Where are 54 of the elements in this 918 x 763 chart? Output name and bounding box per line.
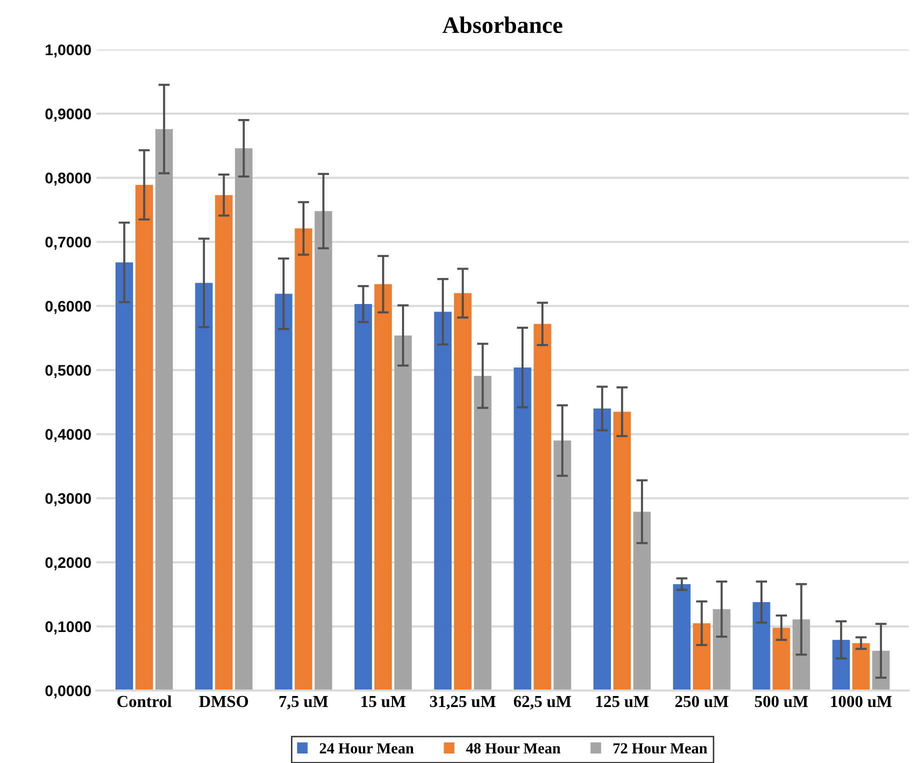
bar — [454, 293, 472, 691]
bar — [752, 602, 770, 691]
bar — [613, 412, 631, 691]
bar — [195, 282, 213, 691]
chart-title: Absorbance — [442, 16, 562, 34]
y-tick-label: 0,4000 — [45, 429, 91, 442]
y-tick-label: 0,0000 — [45, 685, 91, 698]
x-tick-label: 250 uM — [675, 696, 728, 708]
y-tick-label: 0,2000 — [45, 557, 91, 570]
bar — [155, 129, 173, 691]
bar — [692, 623, 710, 691]
bar — [434, 312, 452, 691]
y-tick-label: 0,3000 — [45, 493, 91, 506]
bar — [832, 640, 850, 691]
legend-label: 24 Hour Mean — [320, 743, 414, 754]
bar — [712, 609, 730, 691]
bar — [135, 184, 153, 691]
y-tick-label: 0,5000 — [45, 364, 91, 378]
bar — [116, 262, 134, 691]
bar — [792, 619, 810, 691]
x-tick-label: 125 uM — [596, 696, 649, 708]
legend-label: 72 Hour Mean — [614, 743, 708, 754]
x-tick-label: DMSO — [199, 696, 248, 708]
bar — [593, 408, 611, 691]
x-tick-label: Control — [117, 695, 172, 708]
bar — [274, 294, 292, 691]
bar — [215, 195, 233, 691]
bar — [474, 376, 492, 691]
bar — [354, 304, 372, 691]
x-tick-label: 500 uM — [754, 696, 808, 708]
y-tick-label: 0,1000 — [45, 621, 91, 634]
bar — [394, 335, 412, 691]
bar — [374, 284, 392, 691]
bar — [234, 148, 253, 691]
bar — [673, 584, 691, 691]
bar — [294, 228, 312, 691]
y-tick-label: 1,0000 — [46, 44, 91, 58]
bar — [314, 211, 332, 691]
bar — [772, 628, 790, 691]
y-tick-label: 0,9000 — [45, 108, 91, 122]
x-tick-label: 7,5 uM — [279, 696, 328, 710]
x-tick-label: 15 uM — [362, 696, 406, 708]
x-tick-label: 31,25 uM — [430, 696, 496, 710]
y-tick-label: 0,6000 — [45, 300, 91, 314]
bar — [514, 367, 532, 691]
bar — [633, 512, 651, 691]
y-tick-label: 0,8000 — [45, 172, 91, 186]
bar — [554, 440, 572, 691]
y-tick-label: 0,7000 — [45, 236, 91, 250]
bar — [534, 324, 552, 691]
bar — [852, 643, 870, 691]
x-tick-label: 1000 uM — [831, 696, 892, 708]
legend-label: 48 Hour Mean — [466, 743, 560, 754]
x-tick-label: 62,5 uM — [514, 696, 572, 710]
